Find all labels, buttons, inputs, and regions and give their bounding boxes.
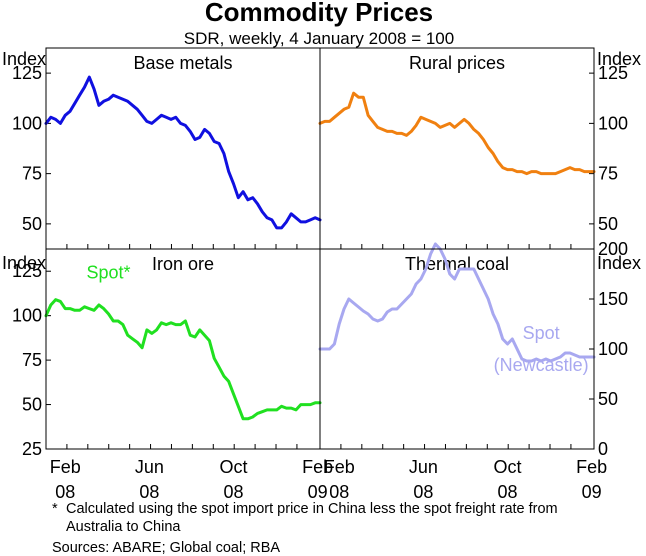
x-tick-label-month: Jun	[409, 457, 438, 477]
series-line-spot-newcastle	[318, 242, 596, 363]
panel-iron-ore: Iron ore 25 50 75 100 125 Spot*	[12, 254, 322, 459]
x-tick-label-year: 09	[582, 482, 602, 502]
y-tick-label: 100	[598, 113, 628, 133]
y-tick-label: 50	[22, 214, 42, 234]
panel-title: Rural prices	[409, 53, 505, 73]
series-annotation: (Newcastle)	[494, 355, 589, 375]
x-tick-label-year: 08	[139, 482, 159, 502]
footnote-box: Calculated using the spot import price i…	[66, 501, 558, 535]
x-tick-label-month: Feb	[576, 457, 607, 477]
y-tick-label: 125	[12, 63, 42, 83]
x-tick-label-month: Feb	[302, 457, 333, 477]
y-tick-label: 50	[598, 389, 618, 409]
left-unit-label-bottom: Index	[2, 253, 46, 273]
x-tick-label-year: 08	[413, 482, 433, 502]
x-tick-label-month: Feb	[324, 457, 355, 477]
right-unit-label-top: Index	[597, 49, 641, 69]
x-tick-label-year: 08	[223, 482, 243, 502]
panel-title: Thermal coal	[405, 254, 509, 274]
chart-title: Commodity Prices	[205, 0, 433, 27]
panel-title: Iron ore	[152, 254, 214, 274]
x-tick-label-year: 08	[497, 482, 517, 502]
y-tick-label: 100	[12, 306, 42, 326]
left-unit-label-top: Index	[2, 49, 46, 69]
series-line-rural-prices	[318, 91, 596, 176]
panel-rural-prices: Rural prices 50 75 100 125	[318, 53, 628, 249]
y-tick-label: 100	[12, 113, 42, 133]
x-tick-label-year: 09	[308, 482, 328, 502]
y-tick-label: 200	[598, 239, 628, 259]
y-tick-label: 125	[598, 63, 628, 83]
series-annotation: Spot	[523, 323, 560, 343]
x-tick-label-month: Feb	[50, 457, 81, 477]
y-tick-label: 50	[22, 395, 42, 415]
y-tick-label: 100	[598, 339, 628, 359]
right-unit-label-bottom: Index	[597, 253, 641, 273]
y-tick-label: 75	[22, 350, 42, 370]
series-line-spot	[44, 298, 322, 421]
y-tick-label: 50	[598, 214, 618, 234]
series-annotation: Spot*	[86, 262, 130, 282]
y-tick-label: 75	[598, 164, 618, 184]
series-line-base-metals	[44, 75, 322, 230]
footnote-text: Calculated using the spot import price i…	[66, 501, 558, 535]
y-tick-label: 75	[22, 164, 42, 184]
y-tick-label: 0	[598, 439, 608, 459]
x-tick-label-year: 08	[55, 482, 75, 502]
x-tick-label-month: Oct	[493, 457, 521, 477]
y-tick-label: 25	[22, 439, 42, 459]
x-tick-label-month: Jun	[135, 457, 164, 477]
panel-title: Base metals	[133, 53, 232, 73]
panel-thermal-coal: Thermal coal 0 50 100 150 200 Spot (Newcastle)	[318, 239, 628, 459]
footnote-marker: *	[52, 501, 58, 517]
panel-base-metals: Base metals 50 75 100 125	[12, 53, 322, 249]
chart-subtitle: SDR, weekly, 4 January 2008 = 100	[184, 29, 454, 48]
y-tick-label: 125	[12, 261, 42, 281]
x-tick-label-year: 08	[329, 482, 349, 502]
sources-text: Sources: ABARE; Global coal; RBA	[52, 540, 280, 556]
x-tick-label-month: Oct	[219, 457, 247, 477]
y-tick-label: 150	[598, 289, 628, 309]
